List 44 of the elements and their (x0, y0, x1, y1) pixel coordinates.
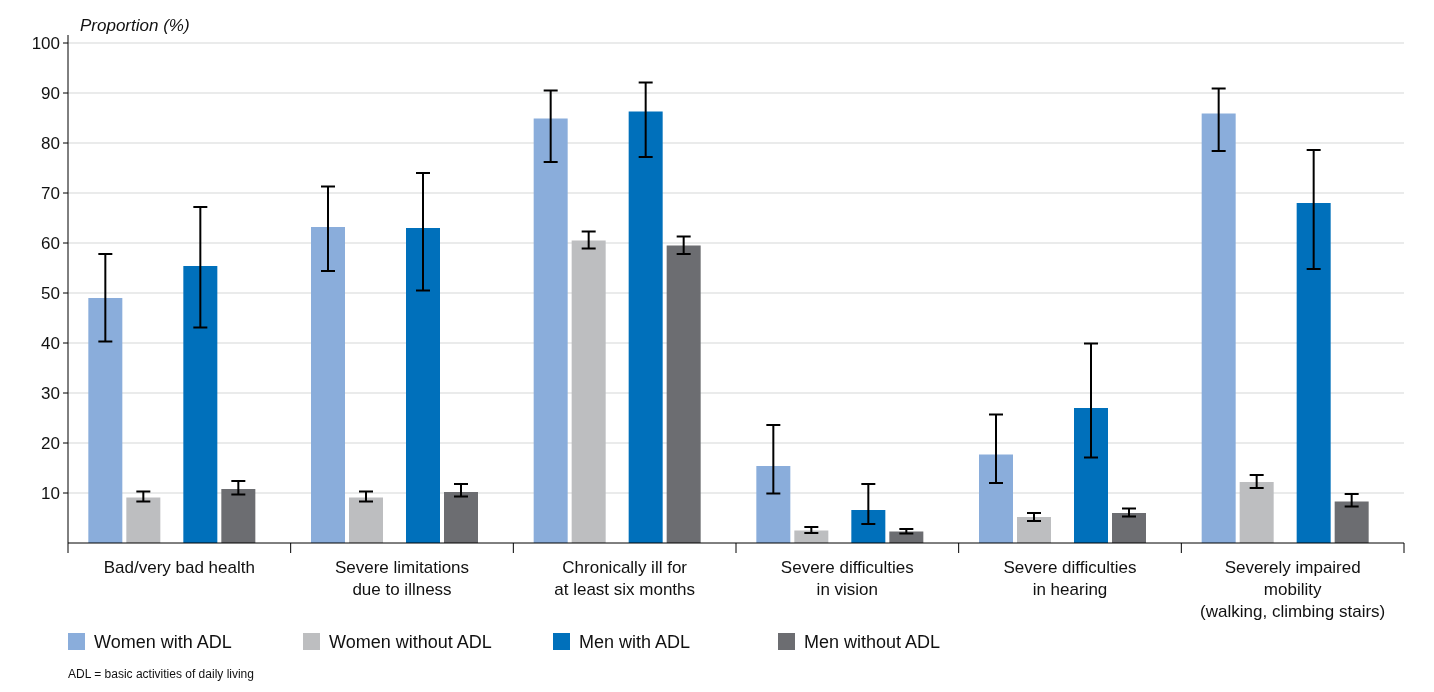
text: ADL = basic activities of daily living (68, 667, 254, 681)
bar (1201, 113, 1236, 543)
bar (1296, 203, 1331, 543)
legend-label: Women without ADL (329, 632, 492, 652)
bar (221, 489, 256, 543)
y-tick-label: 80 (41, 133, 60, 153)
y-tick-label: 40 (41, 333, 60, 353)
bar (756, 466, 791, 543)
y-tick-label: 30 (41, 383, 60, 403)
y-tick-label: 60 (41, 233, 60, 253)
x-tick-label: Severe difficulties in hearing (1003, 558, 1137, 599)
x-tick-label: Bad/very bad health (103, 558, 255, 577)
bar (533, 118, 568, 543)
x-tick-label: Severely impaired mobility (walking, climbing stairs) (1200, 558, 1386, 621)
x-tick-label: Severe limitations due to illness (334, 558, 470, 599)
bar (571, 240, 606, 543)
bar (1239, 482, 1274, 543)
y-tick-label: 100 (31, 33, 60, 53)
bar (628, 111, 663, 543)
bar (1334, 501, 1369, 543)
y-tick-label: 50 (41, 283, 60, 303)
y-tick-label: 70 (41, 183, 60, 203)
y-tick-label: 10 (41, 483, 60, 503)
bar (666, 245, 701, 543)
x-tick-label: Severe difficulties in vision (780, 558, 914, 599)
legend-label: Men with ADL (579, 632, 691, 652)
bar (1112, 513, 1146, 543)
bar (349, 497, 383, 543)
y-tick-label: 20 (41, 433, 60, 453)
y-tick-label: 90 (41, 83, 60, 103)
bar (979, 454, 1013, 543)
bar (406, 228, 440, 543)
y-axis-title: Proportion (%) (80, 16, 190, 35)
bar (183, 266, 218, 543)
bar (444, 492, 478, 543)
bar (1017, 517, 1051, 543)
legend-label: Men without ADL (804, 632, 941, 652)
legend-label: Women with ADL (94, 632, 232, 652)
x-tick-label: Chronically ill for at least six months (554, 558, 696, 599)
bar (126, 497, 161, 543)
bar (1074, 408, 1108, 543)
bar (851, 510, 886, 543)
bar (88, 298, 123, 543)
bar (311, 227, 345, 543)
